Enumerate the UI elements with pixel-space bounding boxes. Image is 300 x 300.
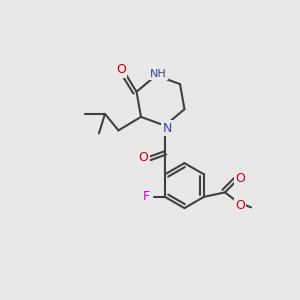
- Text: NH: NH: [150, 69, 167, 79]
- Text: O: O: [116, 63, 126, 76]
- Text: F: F: [142, 190, 150, 203]
- Text: O: O: [235, 199, 245, 212]
- Text: N: N: [163, 122, 172, 134]
- Text: O: O: [139, 151, 148, 164]
- Text: O: O: [236, 172, 245, 185]
